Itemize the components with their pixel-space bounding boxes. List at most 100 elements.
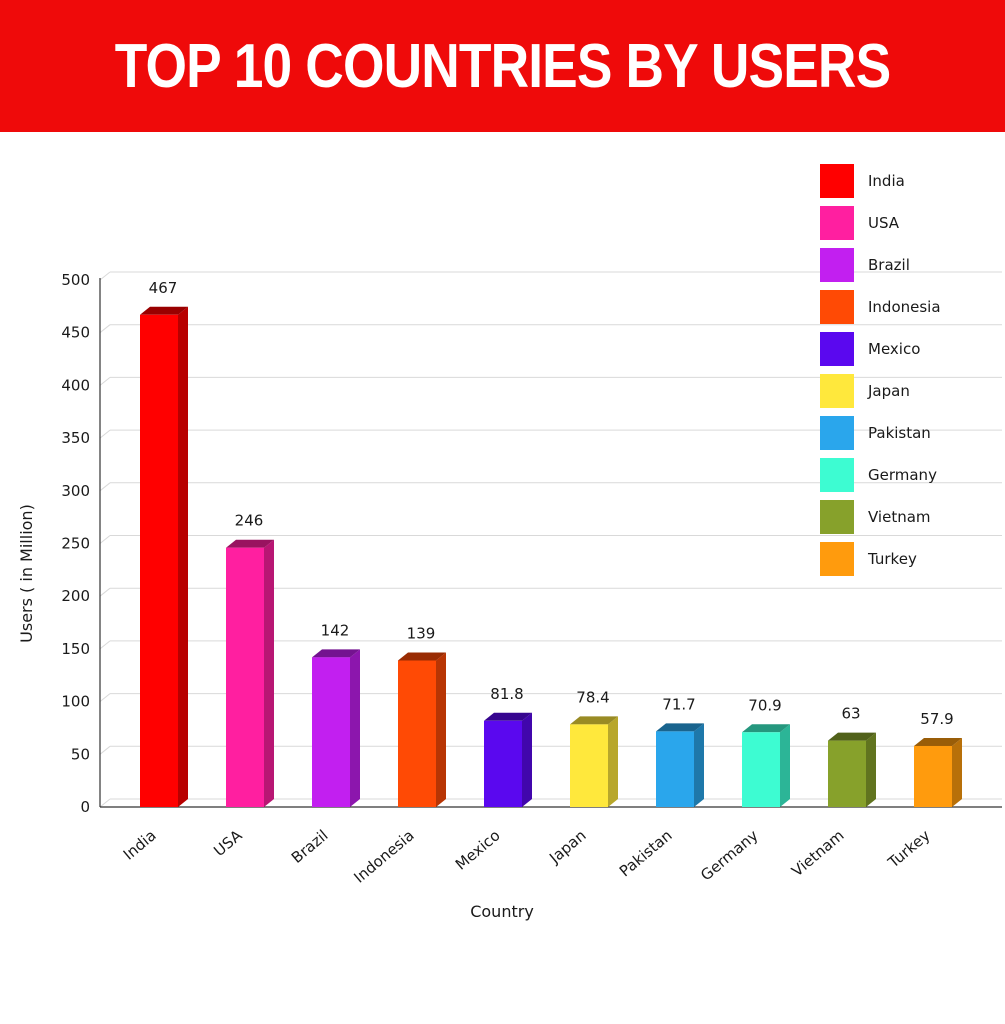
y-tick-label: 150 [61,640,90,658]
bar-side [522,712,532,807]
bar-front [312,657,350,807]
bar-side [780,724,790,807]
gridline-depth [99,798,111,808]
bar-side [178,306,188,807]
legend-label: USA [868,214,900,232]
bar-side [952,737,962,807]
legend-swatch [820,542,854,576]
legend-swatch [820,290,854,324]
legend-label: Vietnam [868,508,931,526]
bar-front [570,724,608,807]
bar-top [570,716,618,725]
data-label: 63 [841,705,860,723]
bar-front [914,745,952,807]
bar-side [436,652,446,807]
y-tick-label: 400 [61,376,90,394]
bar-top [742,724,790,733]
chart-title: TOP 10 COUNTRIES BY USERS [114,31,891,101]
bar-japan [570,716,618,807]
x-axis-title: Country [470,902,534,921]
y-tick-label: 0 [80,798,90,816]
x-tick-label: Turkey [884,826,934,872]
gridline-depth [99,482,111,492]
legend-label: Brazil [868,256,910,274]
legend-label: Mexico [868,340,920,358]
gridline-depth [99,324,111,334]
legend-label: Indonesia [868,298,941,316]
legend-swatch [820,416,854,450]
legend-swatch [820,164,854,198]
gridline-depth [99,429,111,439]
y-tick-label: 200 [61,587,90,605]
legend-swatch [820,374,854,408]
y-tick-label: 450 [61,324,90,342]
x-tick-label: Mexico [452,826,504,873]
gridline-depth [99,271,111,281]
bar-front [828,740,866,807]
data-label: 71.7 [662,695,695,713]
gridline-depth [99,640,111,650]
bar-front [484,720,522,807]
legend-swatch [820,332,854,366]
bar-indonesia [398,652,446,807]
legend-label: Germany [868,466,937,484]
y-tick-label: 100 [61,693,90,711]
bar-front [226,547,264,807]
legend-swatch [820,458,854,492]
bar-front [398,660,436,807]
y-tick-label: 250 [61,535,90,553]
bar-top [656,723,704,732]
bar-vietnam [828,732,876,807]
data-label: 78.4 [576,688,609,706]
bar-side [608,716,618,807]
bar-top [398,652,446,661]
y-tick-label: 300 [61,482,90,500]
data-label: 142 [321,621,350,639]
bar-top [226,539,274,548]
x-tick-label: India [120,826,160,863]
legend-label: Pakistan [868,424,931,442]
y-tick-label: 50 [71,745,90,763]
bar-germany [742,724,790,807]
title-banner: TOP 10 COUNTRIES BY USERS [0,0,1005,132]
bar-top [484,712,532,721]
x-tick-label: Brazil [288,826,332,867]
data-label: 467 [149,279,178,297]
bar-usa [226,539,274,807]
bar-front [742,732,780,807]
legend-swatch [820,248,854,282]
x-tick-label: Germany [697,826,761,884]
legend-swatch [820,500,854,534]
bar-mexico [484,712,532,807]
data-label: 57.9 [920,710,953,728]
legend-swatch [820,206,854,240]
x-tick-label: Vietnam [788,826,847,880]
x-tick-label: USA [210,826,246,860]
bar-front [656,731,694,807]
legend-label: Japan [867,382,910,400]
bar-side [866,732,876,807]
data-label: 81.8 [490,685,523,703]
y-tick-label: 500 [61,271,90,289]
legend-label: India [868,172,905,190]
gridline-depth [99,535,111,544]
data-label: 246 [235,512,264,530]
gridline-depth [99,377,111,386]
bar-side [350,649,360,807]
legend-label: Turkey [867,550,917,568]
gridline-depth [99,745,111,755]
bar-india [140,306,188,807]
bar-top [140,306,188,315]
bar-top [914,737,962,746]
bar-brazil [312,649,360,807]
bar-top [828,732,876,741]
gridline-depth [99,693,111,702]
bar-turkey [914,737,962,807]
gridline-depth [99,587,111,597]
bar-pakistan [656,723,704,807]
y-axis-title: Users ( in Million) [17,504,36,643]
bar-chart: 0 50 100 150 200 250 300 350 400 450 500 467 India 24… [17,164,1002,921]
bar-front [140,314,178,807]
x-tick-label: Indonesia [350,826,417,886]
x-tick-label: Japan [545,826,589,867]
